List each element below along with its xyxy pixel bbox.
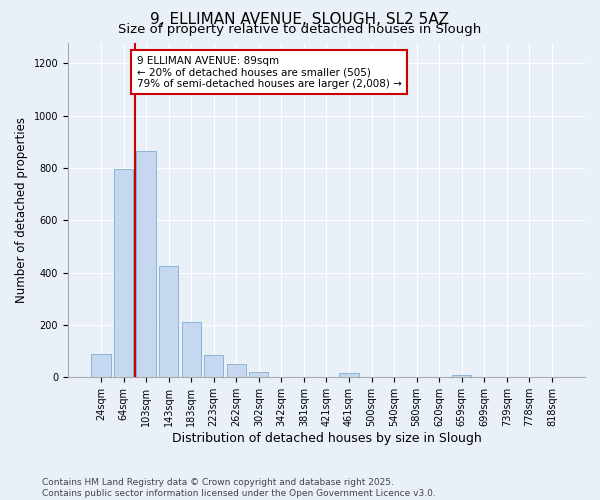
Bar xyxy=(452,374,472,378)
Bar xyxy=(159,266,178,378)
Bar xyxy=(340,374,359,378)
Bar xyxy=(91,354,110,378)
Bar xyxy=(114,170,133,378)
Bar xyxy=(182,322,201,378)
Bar xyxy=(136,151,155,378)
Text: Size of property relative to detached houses in Slough: Size of property relative to detached ho… xyxy=(118,22,482,36)
Text: 9 ELLIMAN AVENUE: 89sqm
← 20% of detached houses are smaller (505)
79% of semi-d: 9 ELLIMAN AVENUE: 89sqm ← 20% of detache… xyxy=(137,56,401,89)
Bar xyxy=(204,355,223,378)
Bar xyxy=(227,364,246,378)
X-axis label: Distribution of detached houses by size in Slough: Distribution of detached houses by size … xyxy=(172,432,481,445)
Text: 9, ELLIMAN AVENUE, SLOUGH, SL2 5AZ: 9, ELLIMAN AVENUE, SLOUGH, SL2 5AZ xyxy=(151,12,449,28)
Bar xyxy=(249,372,268,378)
Text: Contains HM Land Registry data © Crown copyright and database right 2025.
Contai: Contains HM Land Registry data © Crown c… xyxy=(42,478,436,498)
Y-axis label: Number of detached properties: Number of detached properties xyxy=(15,117,28,303)
